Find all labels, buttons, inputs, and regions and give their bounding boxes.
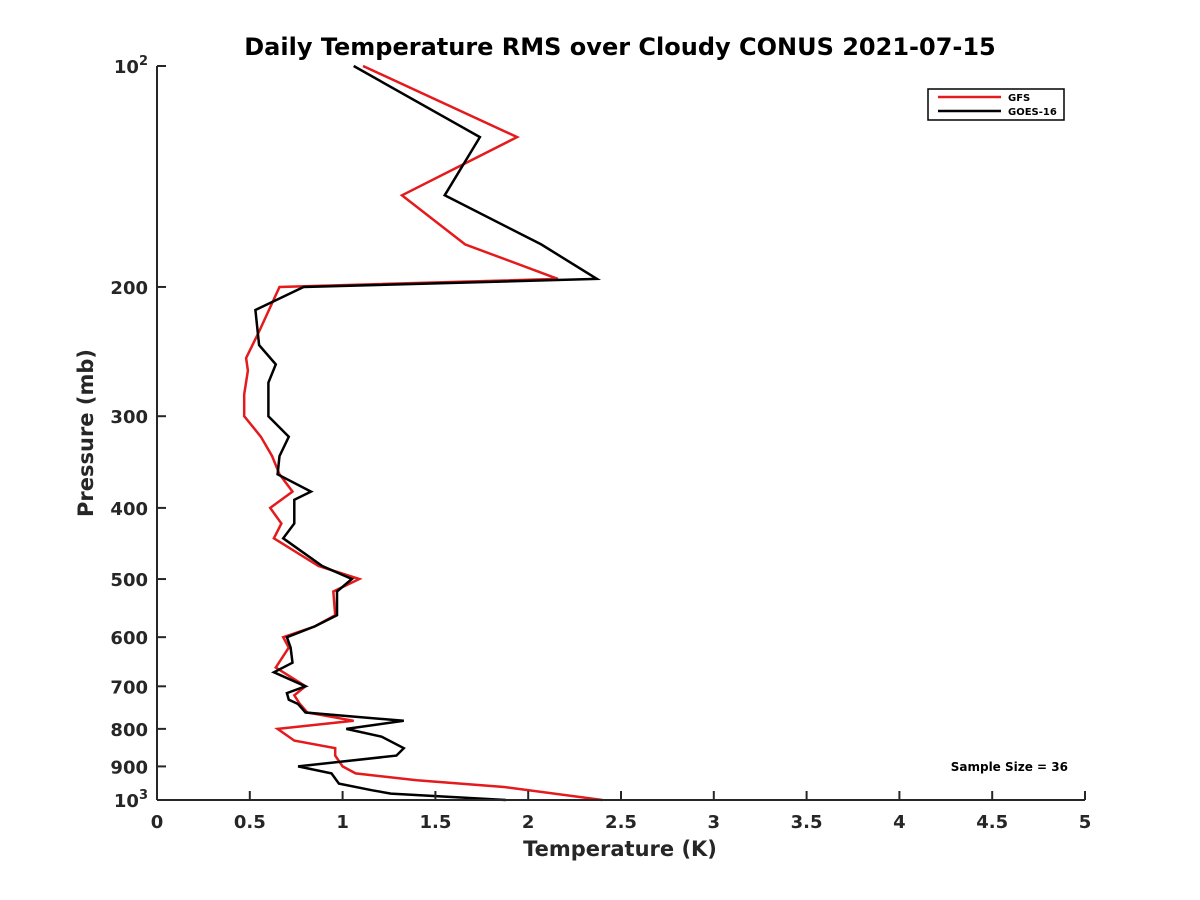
y-tick-label: 700 (110, 677, 148, 698)
y-tick-label: 300 (110, 407, 148, 428)
x-tick-label: 1.5 (419, 812, 451, 833)
ticks: 0 0.5 1 1.5 2 2.5 3 3.5 4 4.5 5 102 200 300 400 500 600 7… (110, 54, 1091, 833)
x-tick-label: 1 (336, 812, 349, 833)
y-tick-label: 900 (110, 757, 148, 778)
y-tick-label: 800 (110, 720, 148, 741)
x-tick-label: 0 (151, 812, 164, 833)
y-axis-label: Pressure (mb) (74, 349, 98, 517)
y-tick-label: 400 (110, 499, 148, 520)
x-tick-label: 2 (522, 812, 535, 833)
x-tick-label: 4.5 (976, 812, 1008, 833)
x-tick-label: 3.5 (791, 812, 823, 833)
sample-size-annotation: Sample Size = 36 (951, 760, 1068, 774)
chart-title: Daily Temperature RMS over Cloudy CONUS … (244, 33, 996, 61)
legend: GFS GOES-16 (927, 88, 1065, 121)
x-axis-label: Temperature (K) (523, 837, 717, 861)
x-tick-label: 3 (708, 812, 721, 833)
plot-lines (242, 64, 603, 802)
legend-label: GFS (1008, 93, 1030, 104)
x-tick-label: 4 (893, 812, 906, 833)
y-tick-label: 500 (110, 570, 148, 591)
x-tick-label: 0.5 (234, 812, 266, 833)
y-tick-label: 103 (114, 788, 148, 812)
y-tick-label: 102 (114, 54, 148, 78)
series-line-goes-16 (254, 64, 602, 802)
y-tick-label: 600 (110, 628, 148, 649)
y-tick-label: 200 (110, 278, 148, 299)
x-tick-label: 5 (1079, 812, 1092, 833)
x-tick-label: 2.5 (605, 812, 637, 833)
legend-box (927, 88, 1065, 121)
legend-label: GOES-16 (1008, 107, 1057, 118)
